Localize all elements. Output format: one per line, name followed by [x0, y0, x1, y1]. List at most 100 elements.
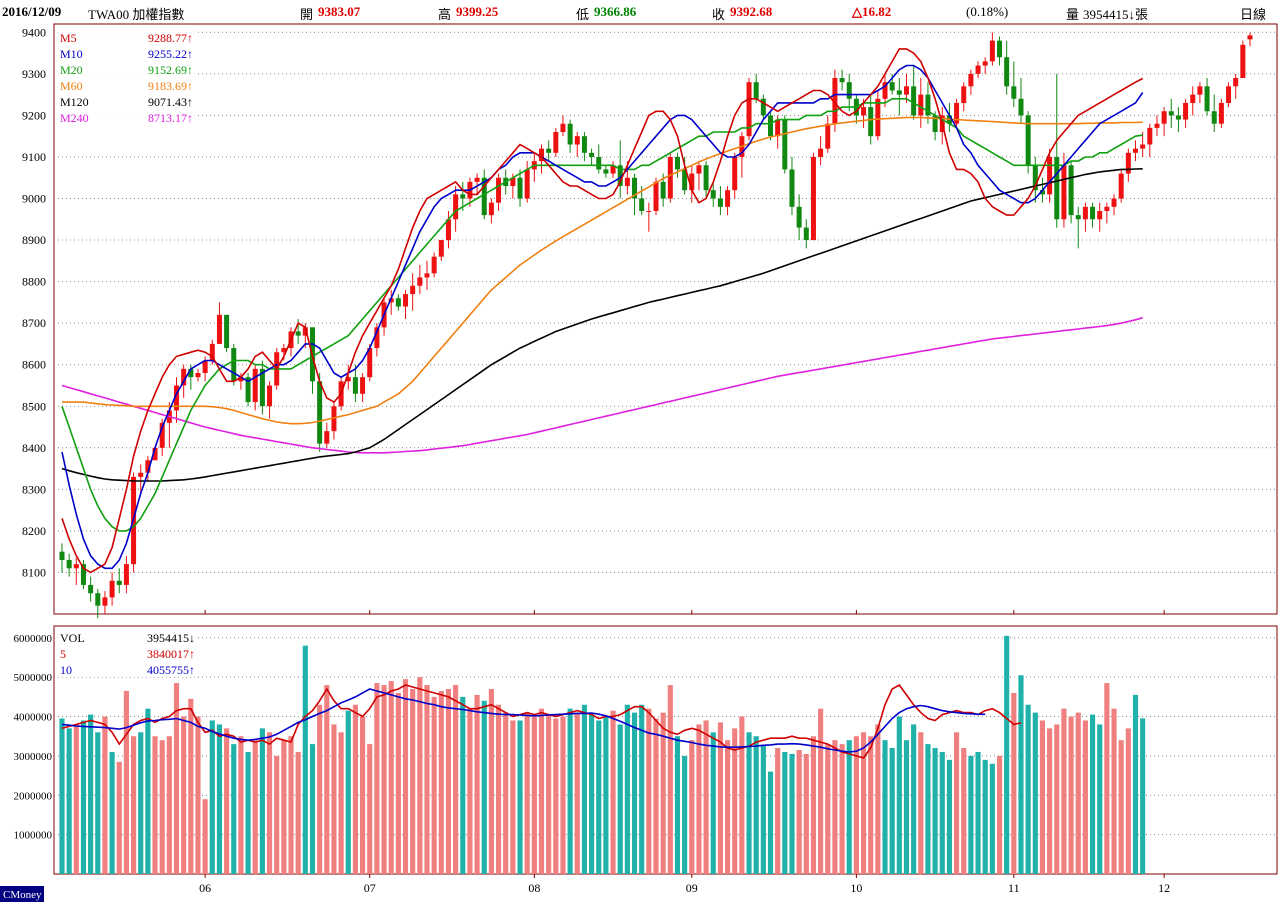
legend-v5-value: 3840017↑: [147, 647, 195, 661]
volume-bar: [1018, 675, 1024, 874]
volume-axis-tick-label: 4000000: [14, 712, 53, 724]
volume-bar: [145, 708, 151, 874]
ma20-line: [61, 98, 1143, 532]
candle-body: [345, 377, 351, 382]
low-label: 低: [576, 7, 590, 22]
volume-bar: [410, 688, 416, 874]
candle-body: [1226, 86, 1232, 103]
candle-body: [803, 227, 809, 241]
candle-body: [538, 148, 544, 162]
volume-bar: [488, 688, 494, 874]
candle-body: [102, 597, 108, 606]
candle-body: [460, 194, 466, 199]
volume-bar: [460, 696, 466, 874]
price-axis-tick-label: 8800: [22, 275, 46, 289]
volume-axis-tick-label: 2000000: [14, 790, 53, 802]
candle-body: [660, 181, 666, 199]
close-value: 9392.68: [730, 4, 773, 19]
open-value: 9383.07: [318, 4, 361, 19]
volume-bar: [195, 716, 201, 874]
volume-bar: [438, 690, 444, 874]
candle-body: [1161, 111, 1167, 124]
volume-axis-tick-label: 3000000: [14, 751, 53, 763]
candle-body: [352, 377, 358, 394]
volume-bar: [581, 704, 588, 874]
candle-body: [1211, 111, 1217, 124]
volume-bar: [875, 724, 881, 874]
candle-body: [145, 460, 151, 473]
volume-bar: [782, 751, 788, 874]
price-axis-tick-label: 8300: [22, 482, 46, 496]
candle-body: [317, 381, 323, 444]
candle-body: [839, 78, 845, 83]
volume-bar: [546, 714, 552, 874]
candle-body: [861, 107, 867, 116]
month-tick-label: 09: [686, 881, 698, 895]
candle-body: [403, 294, 409, 307]
volume-bar: [896, 716, 902, 874]
ma240-line: [61, 316, 1143, 454]
volume-bar: [589, 712, 595, 874]
volume-bar: [1004, 635, 1010, 874]
volume-bar: [352, 704, 358, 874]
volume-bar: [982, 759, 988, 874]
candle-body: [982, 61, 988, 66]
candle-body: [789, 169, 795, 207]
volume-bar: [560, 716, 566, 874]
volume-bar: [1025, 704, 1031, 874]
volume-bar: [338, 732, 344, 874]
candle-body: [639, 198, 645, 211]
volume-bar: [860, 732, 867, 874]
volume-bar: [689, 740, 695, 874]
candle-body: [775, 119, 781, 137]
price-axis-tick-label: 9300: [22, 67, 46, 81]
period-label[interactable]: 日線: [1240, 7, 1267, 22]
volume-bar: [252, 740, 258, 874]
candle-body: [95, 593, 101, 606]
volume-bar: [538, 708, 545, 874]
volume-bar: [946, 759, 952, 874]
volume-bar: [1082, 720, 1088, 874]
volume-bar: [653, 718, 659, 874]
candle-body: [1183, 102, 1189, 120]
volume-bar: [59, 718, 65, 874]
volume-bar: [1032, 712, 1038, 874]
candle-body: [1004, 57, 1010, 87]
price-axis-tick-label: 9400: [22, 25, 46, 39]
candle-body: [889, 82, 895, 91]
legend-m240-name: M240: [60, 111, 89, 125]
volume-bar: [803, 753, 809, 874]
candle-body: [567, 123, 573, 145]
volume-bar: [109, 751, 115, 874]
volume-bar: [188, 698, 194, 874]
candle-body: [245, 377, 251, 403]
change-percent: (0.18%): [966, 4, 1009, 19]
candle-body: [725, 190, 731, 207]
candle-body: [1175, 115, 1181, 120]
volume-bar: [95, 732, 101, 874]
volume-bar: [524, 712, 530, 874]
candle-body: [302, 327, 308, 336]
price-panel-frame: [53, 23, 1278, 615]
volume-bar: [402, 679, 409, 874]
candle-body: [1132, 148, 1138, 153]
month-tick-label: 07: [364, 881, 376, 895]
candle-body: [768, 115, 774, 137]
volume-bar: [789, 753, 795, 874]
volume-bar: [266, 732, 273, 874]
candle-body: [875, 98, 881, 137]
volume-bar: [1118, 740, 1124, 874]
candle-body: [746, 82, 752, 137]
candle-body: [1118, 173, 1124, 199]
legend-m120-value: 9071.43↑: [148, 95, 193, 109]
candle-body: [911, 86, 917, 116]
candle-body: [596, 156, 602, 170]
candle-body: [925, 94, 931, 116]
price-axis-tick-label: 9100: [22, 150, 46, 164]
candle-body: [760, 98, 766, 116]
candle-body: [438, 240, 444, 257]
candle-body: [1090, 206, 1096, 220]
candle-body: [202, 360, 208, 374]
volume-bar: [775, 748, 781, 874]
